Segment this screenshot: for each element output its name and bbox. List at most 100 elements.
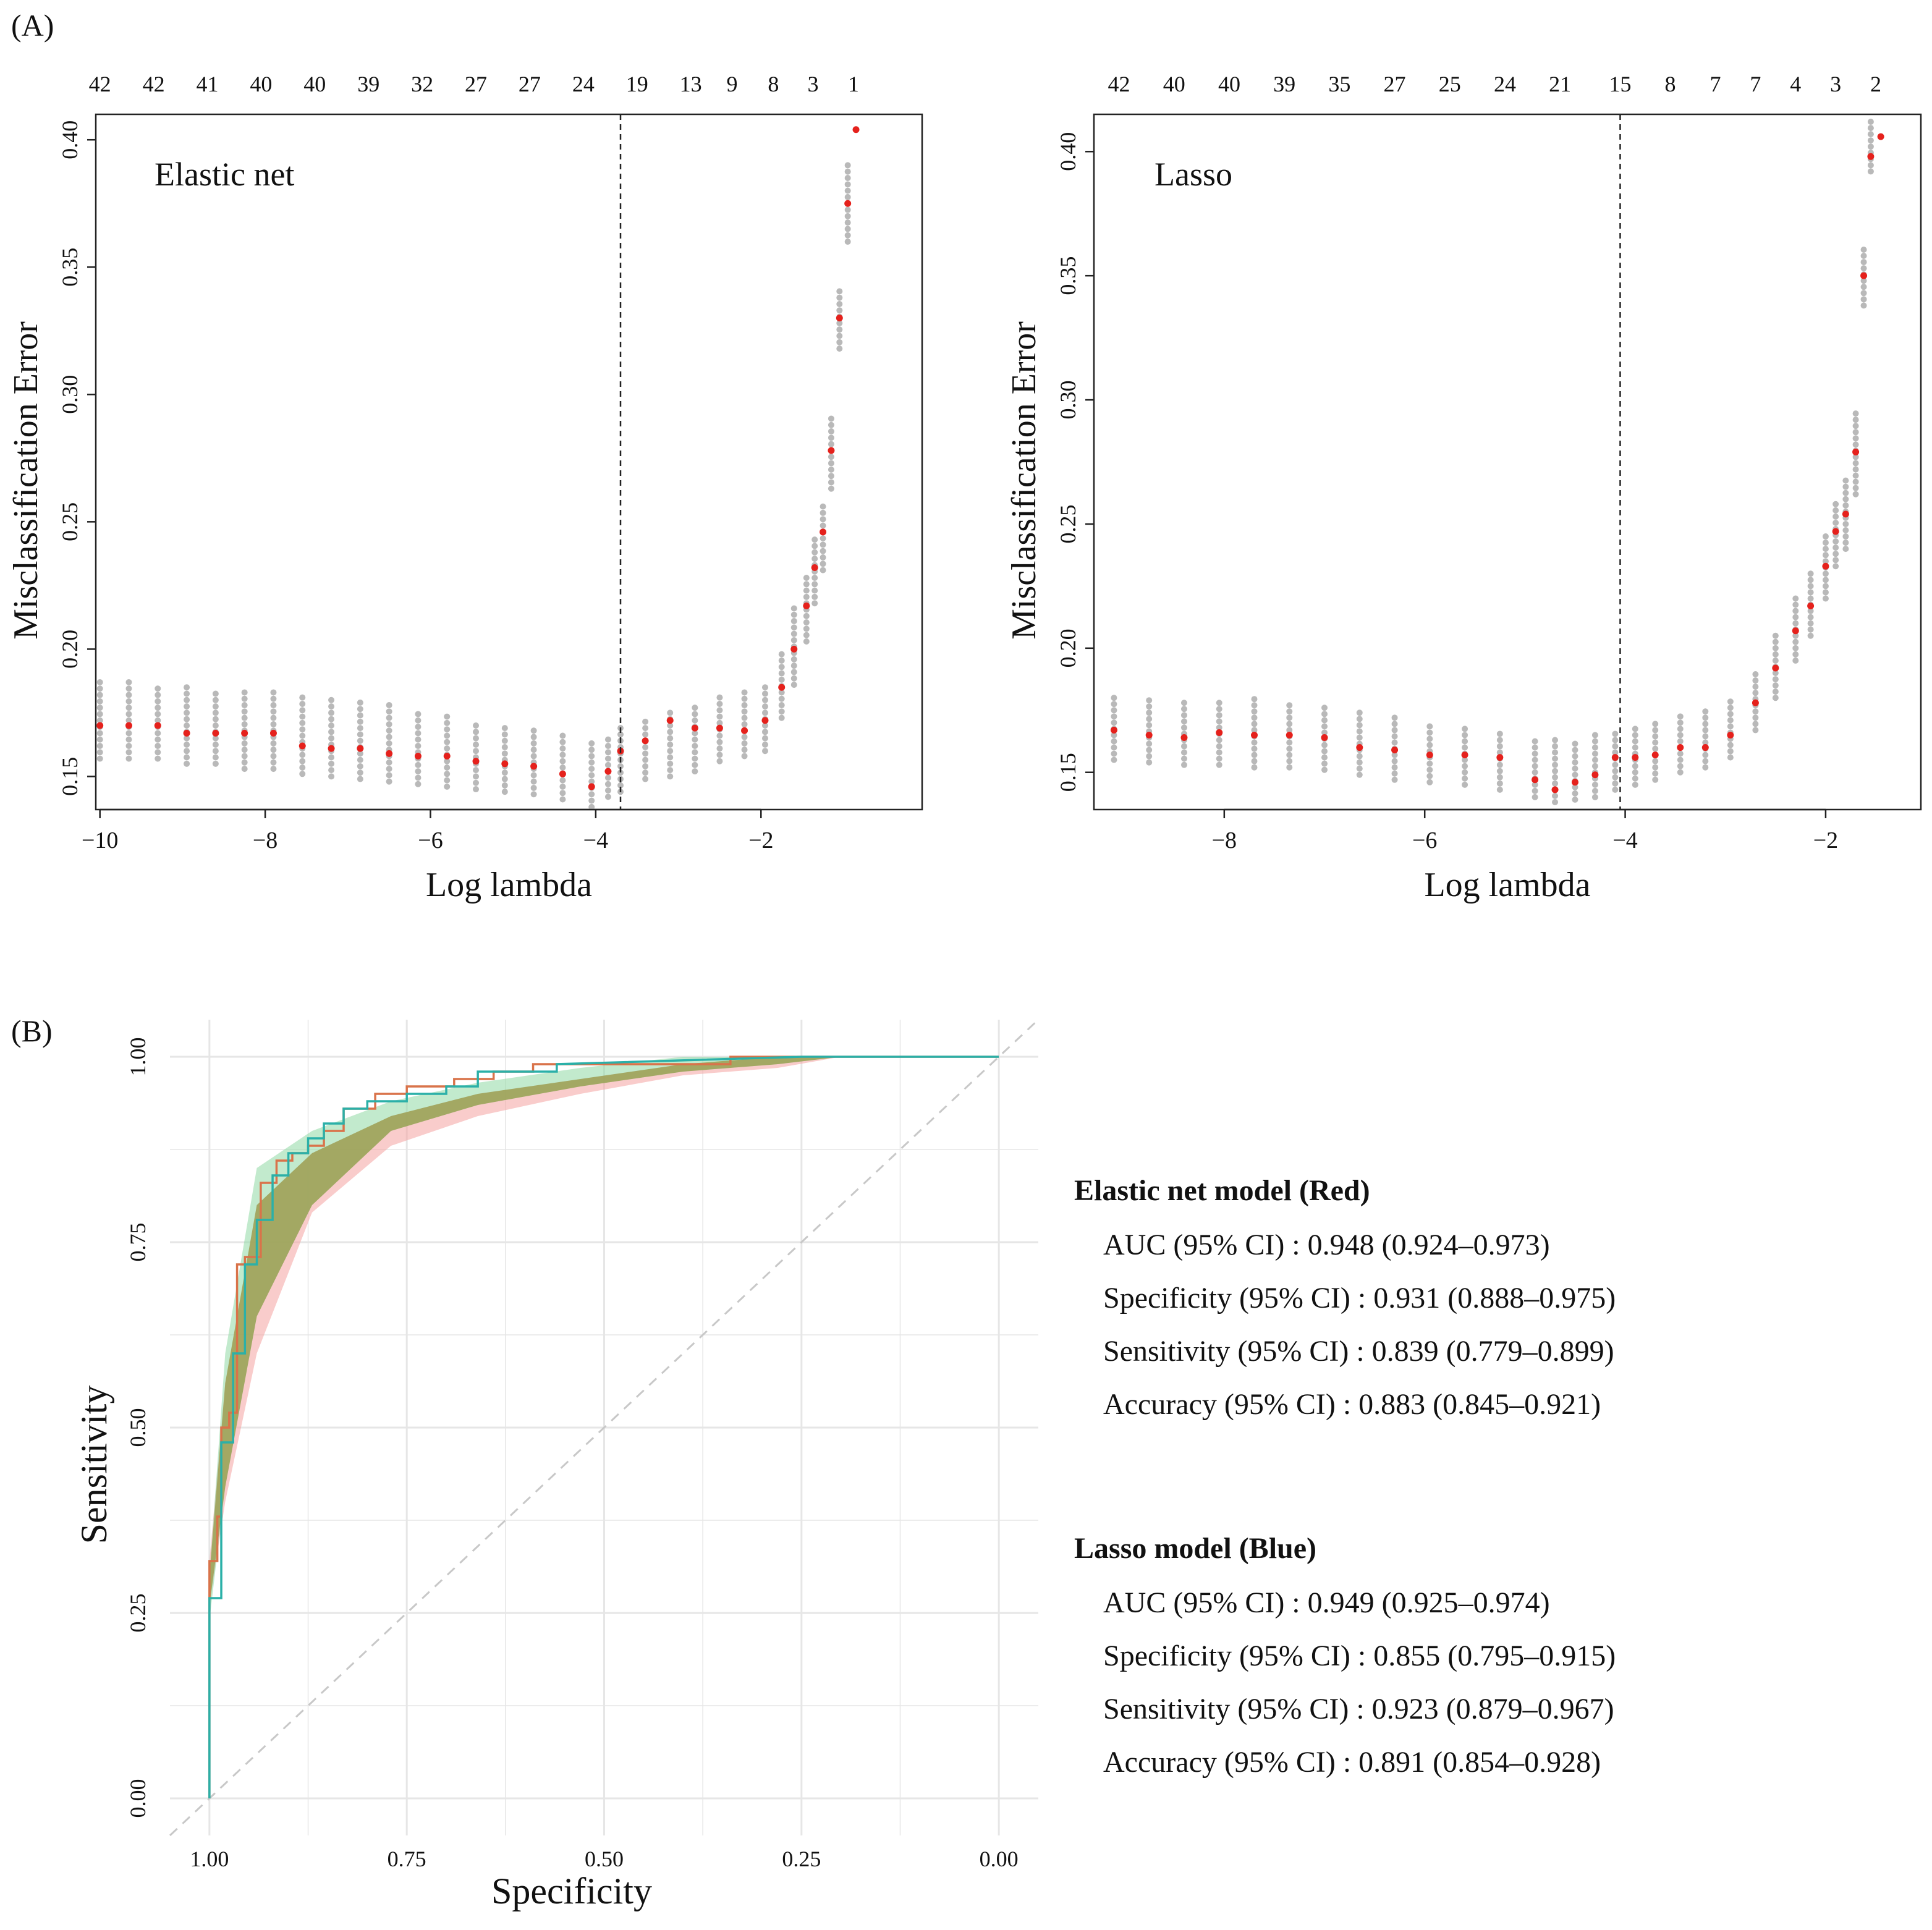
x-tick-label: −6 [1412, 827, 1437, 853]
cv-band-dot [1792, 657, 1799, 664]
cv-band-dot [270, 759, 277, 766]
cv-band-dot [96, 705, 103, 711]
cv-band-dot [415, 736, 422, 743]
cv-band-dot [473, 779, 480, 786]
panel-label-a: (A) [11, 8, 54, 43]
cv-error-band [96, 679, 103, 762]
cv-band-dot [328, 709, 335, 716]
cv-band-dot [1552, 737, 1559, 743]
top-axis-label: 39 [357, 72, 379, 96]
cv-band-dot [1702, 721, 1709, 727]
cv-band-dot [1426, 723, 1433, 730]
cv-band-dot [1426, 760, 1433, 767]
cv-band-dot [328, 729, 335, 735]
cv-band-dot [667, 767, 674, 774]
cv-error-point [1651, 751, 1659, 759]
cv-band-dot [155, 705, 161, 711]
cv-band-dot [820, 509, 826, 516]
cv-band-dot [1652, 745, 1659, 752]
cv-error-point [559, 770, 566, 777]
cv-band-dot [1496, 761, 1503, 768]
cv-band-dot [1860, 302, 1867, 309]
cv-band-dot [328, 773, 335, 780]
cv-band-dot [1216, 706, 1222, 713]
cv-band-dot [1216, 712, 1222, 719]
cv-band-dot [1391, 739, 1398, 746]
top-axis-label: 21 [1549, 72, 1571, 96]
cv-band-dot [501, 782, 508, 789]
top-axis-label: 40 [250, 72, 272, 96]
cv-band-dot [778, 657, 785, 664]
cv-band-dot [1842, 533, 1849, 540]
cv-band-dot [184, 748, 190, 755]
cv-error-point [443, 752, 451, 760]
cv-band-dot [1180, 749, 1187, 756]
cv-band-dot [299, 751, 306, 758]
cv-band-dot [1496, 786, 1503, 793]
cv-band-dot [155, 755, 161, 762]
cv-band-dot [1391, 733, 1398, 740]
cv-error-band [1572, 740, 1578, 803]
cv-error-point [1611, 754, 1619, 761]
cv-band-dot [1807, 620, 1814, 627]
cv-band-dot [1807, 589, 1814, 596]
cv-band-dot [96, 742, 103, 749]
cv-band-dot [1727, 698, 1734, 705]
cv-band-dot [761, 684, 768, 691]
cv-error-point [803, 602, 810, 609]
cv-band-dot [1852, 454, 1859, 460]
cv-band-dot [212, 741, 219, 748]
cv-band-dot [617, 769, 624, 776]
cv-band-dot [270, 740, 277, 747]
cv-band-dot [1727, 717, 1734, 724]
cv-band-dot [1832, 544, 1839, 551]
cv-band-dot [1752, 677, 1759, 684]
cv-band-dot [642, 776, 649, 782]
cv-error-point [778, 684, 786, 691]
cv-band-dot [1852, 466, 1859, 473]
cv-error-point [357, 745, 364, 752]
cv-band-dot [559, 758, 566, 764]
cv-band-dot [803, 625, 810, 632]
top-axis-label: 40 [1218, 72, 1240, 96]
cv-band-dot [96, 755, 103, 762]
cv-band-dot [184, 684, 190, 691]
cv-band-dot [530, 778, 537, 785]
y-tick-label: 0.25 [57, 502, 82, 541]
cv-band-dot [1391, 727, 1398, 734]
cv-band-dot [270, 766, 277, 772]
cv-error-point [1877, 133, 1884, 140]
cv-band-dot [241, 766, 248, 772]
cv-band-dot [386, 727, 392, 734]
cv-band-dot [559, 739, 566, 745]
cv-band-dot [1867, 131, 1874, 138]
cv-band-dot [1591, 756, 1598, 763]
cv-band-dot [444, 732, 451, 739]
cv-band-dot [1552, 743, 1559, 750]
cv-band-dot [125, 698, 132, 705]
cv-band-dot [1572, 747, 1578, 753]
cv-band-dot [790, 605, 797, 612]
cv-band-dot [1807, 632, 1814, 639]
y-tick-label: 0.35 [1056, 256, 1080, 295]
cv-band-dot [1677, 750, 1684, 757]
cv-error-point [1391, 747, 1399, 754]
cv-band-dot [1652, 739, 1659, 746]
cv-band-dot [530, 772, 537, 779]
cv-error-band [559, 732, 566, 803]
cv-band-dot [357, 769, 363, 776]
cv-band-dot [184, 690, 190, 697]
top-axis-label: 35 [1328, 72, 1350, 96]
cv-band-dot [1216, 749, 1222, 756]
cv-band-dot [836, 301, 843, 308]
cv-band-dot [501, 725, 508, 732]
cv-band-dot [1807, 577, 1814, 583]
cv-band-dot [299, 771, 306, 777]
cv-error-band [328, 696, 335, 780]
cv-band-dot [559, 745, 566, 752]
cv-band-dot [1462, 756, 1468, 763]
cv-error-band [125, 679, 132, 762]
cv-band-dot [617, 782, 624, 789]
stats-auc: AUC (95% CI) : 0.948 (0.924–0.973) [1103, 1229, 1550, 1261]
cv-band-dot [1792, 645, 1799, 651]
